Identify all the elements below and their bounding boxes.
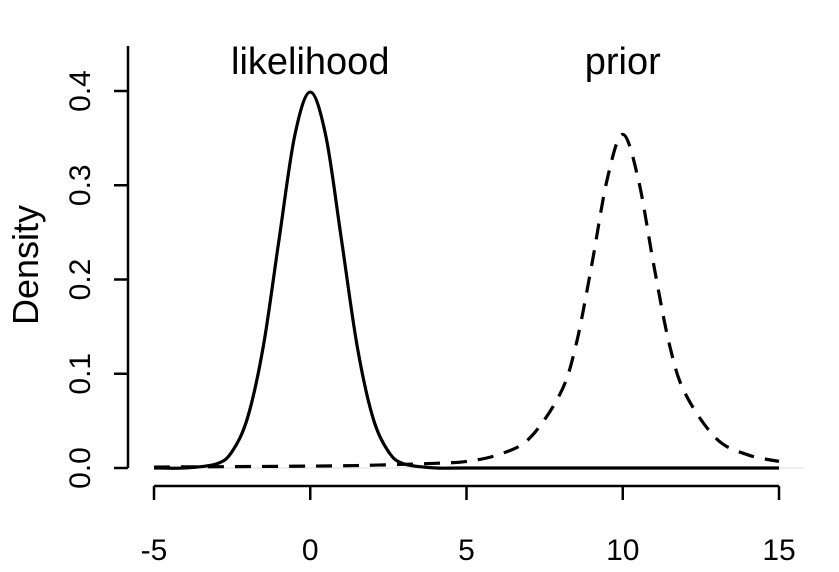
- x-tick-label: 10: [606, 534, 639, 567]
- y-tick-label: 0.2: [64, 259, 97, 301]
- y-tick-label: 0.4: [64, 70, 97, 112]
- labels: -5 0 5 10 15 0.0 0.1 0.2 0.3 0.4 Density likelihood…: [5, 41, 796, 567]
- axes: [114, 46, 781, 500]
- y-tick-label: 0.0: [64, 447, 97, 489]
- x-tick-label: -5: [141, 534, 168, 567]
- likelihood-curve: [153, 90, 779, 470]
- y-axis-title: Density: [5, 205, 46, 325]
- annotation-likelihood: likelihood: [231, 41, 389, 83]
- x-tick-label: 0: [302, 534, 319, 567]
- x-tick-label: 5: [458, 534, 475, 567]
- plot-area: [153, 90, 804, 470]
- y-tick-label: 0.3: [64, 164, 97, 206]
- x-tick-label: 15: [762, 534, 795, 567]
- annotation-prior: prior: [585, 41, 661, 83]
- y-tick-label: 0.1: [64, 353, 97, 395]
